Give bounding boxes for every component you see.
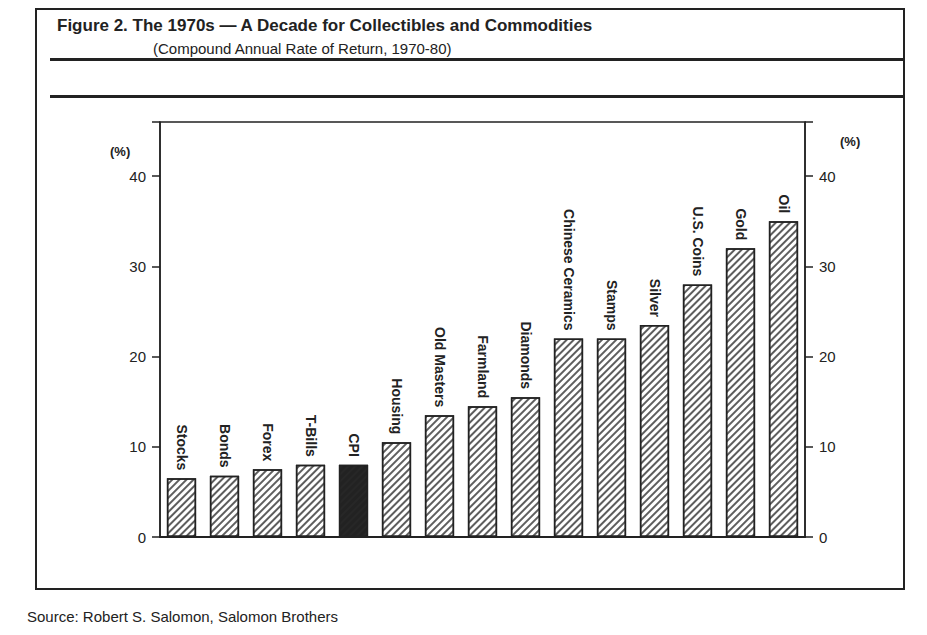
svg-text:Oil: Oil: [776, 195, 792, 214]
svg-text:30: 30: [819, 258, 836, 275]
svg-text:10: 10: [129, 438, 146, 455]
svg-text:20: 20: [129, 348, 146, 365]
svg-text:Housing: Housing: [389, 378, 405, 434]
svg-text:U.S. Coins: U.S. Coins: [690, 206, 706, 276]
svg-text:0: 0: [819, 529, 827, 546]
svg-text:Figure 2. The 1970s — A Decade: Figure 2. The 1970s — A Decade for Colle…: [57, 16, 592, 35]
svg-text:Old Masters: Old Masters: [432, 327, 448, 407]
svg-text:Diamonds: Diamonds: [518, 321, 534, 389]
svg-text:0: 0: [138, 529, 146, 546]
svg-text:(Compound Annual Rate of Retur: (Compound Annual Rate of Return, 1970-80…: [153, 40, 452, 57]
svg-text:20: 20: [819, 348, 836, 365]
svg-text:30: 30: [129, 258, 146, 275]
svg-text:(%): (%): [110, 144, 130, 159]
svg-text:Stamps: Stamps: [604, 280, 620, 331]
svg-text:40: 40: [819, 168, 836, 185]
svg-text:(%): (%): [840, 134, 860, 149]
svg-text:Farmland: Farmland: [475, 335, 491, 398]
svg-text:40: 40: [129, 168, 146, 185]
svg-text:Silver: Silver: [647, 279, 663, 318]
svg-text:T-Bills: T-Bills: [303, 415, 319, 457]
svg-text:Stocks: Stocks: [174, 424, 190, 470]
svg-text:10: 10: [819, 438, 836, 455]
svg-text:CPI: CPI: [346, 433, 362, 456]
svg-text:Gold: Gold: [733, 208, 749, 240]
svg-text:Source: Robert S. Salomon, Sal: Source: Robert S. Salomon, Salomon Broth…: [27, 608, 338, 625]
svg-text:Chinese Ceramics: Chinese Ceramics: [561, 209, 577, 331]
svg-text:Forex: Forex: [260, 423, 276, 461]
svg-text:Bonds: Bonds: [217, 424, 233, 468]
